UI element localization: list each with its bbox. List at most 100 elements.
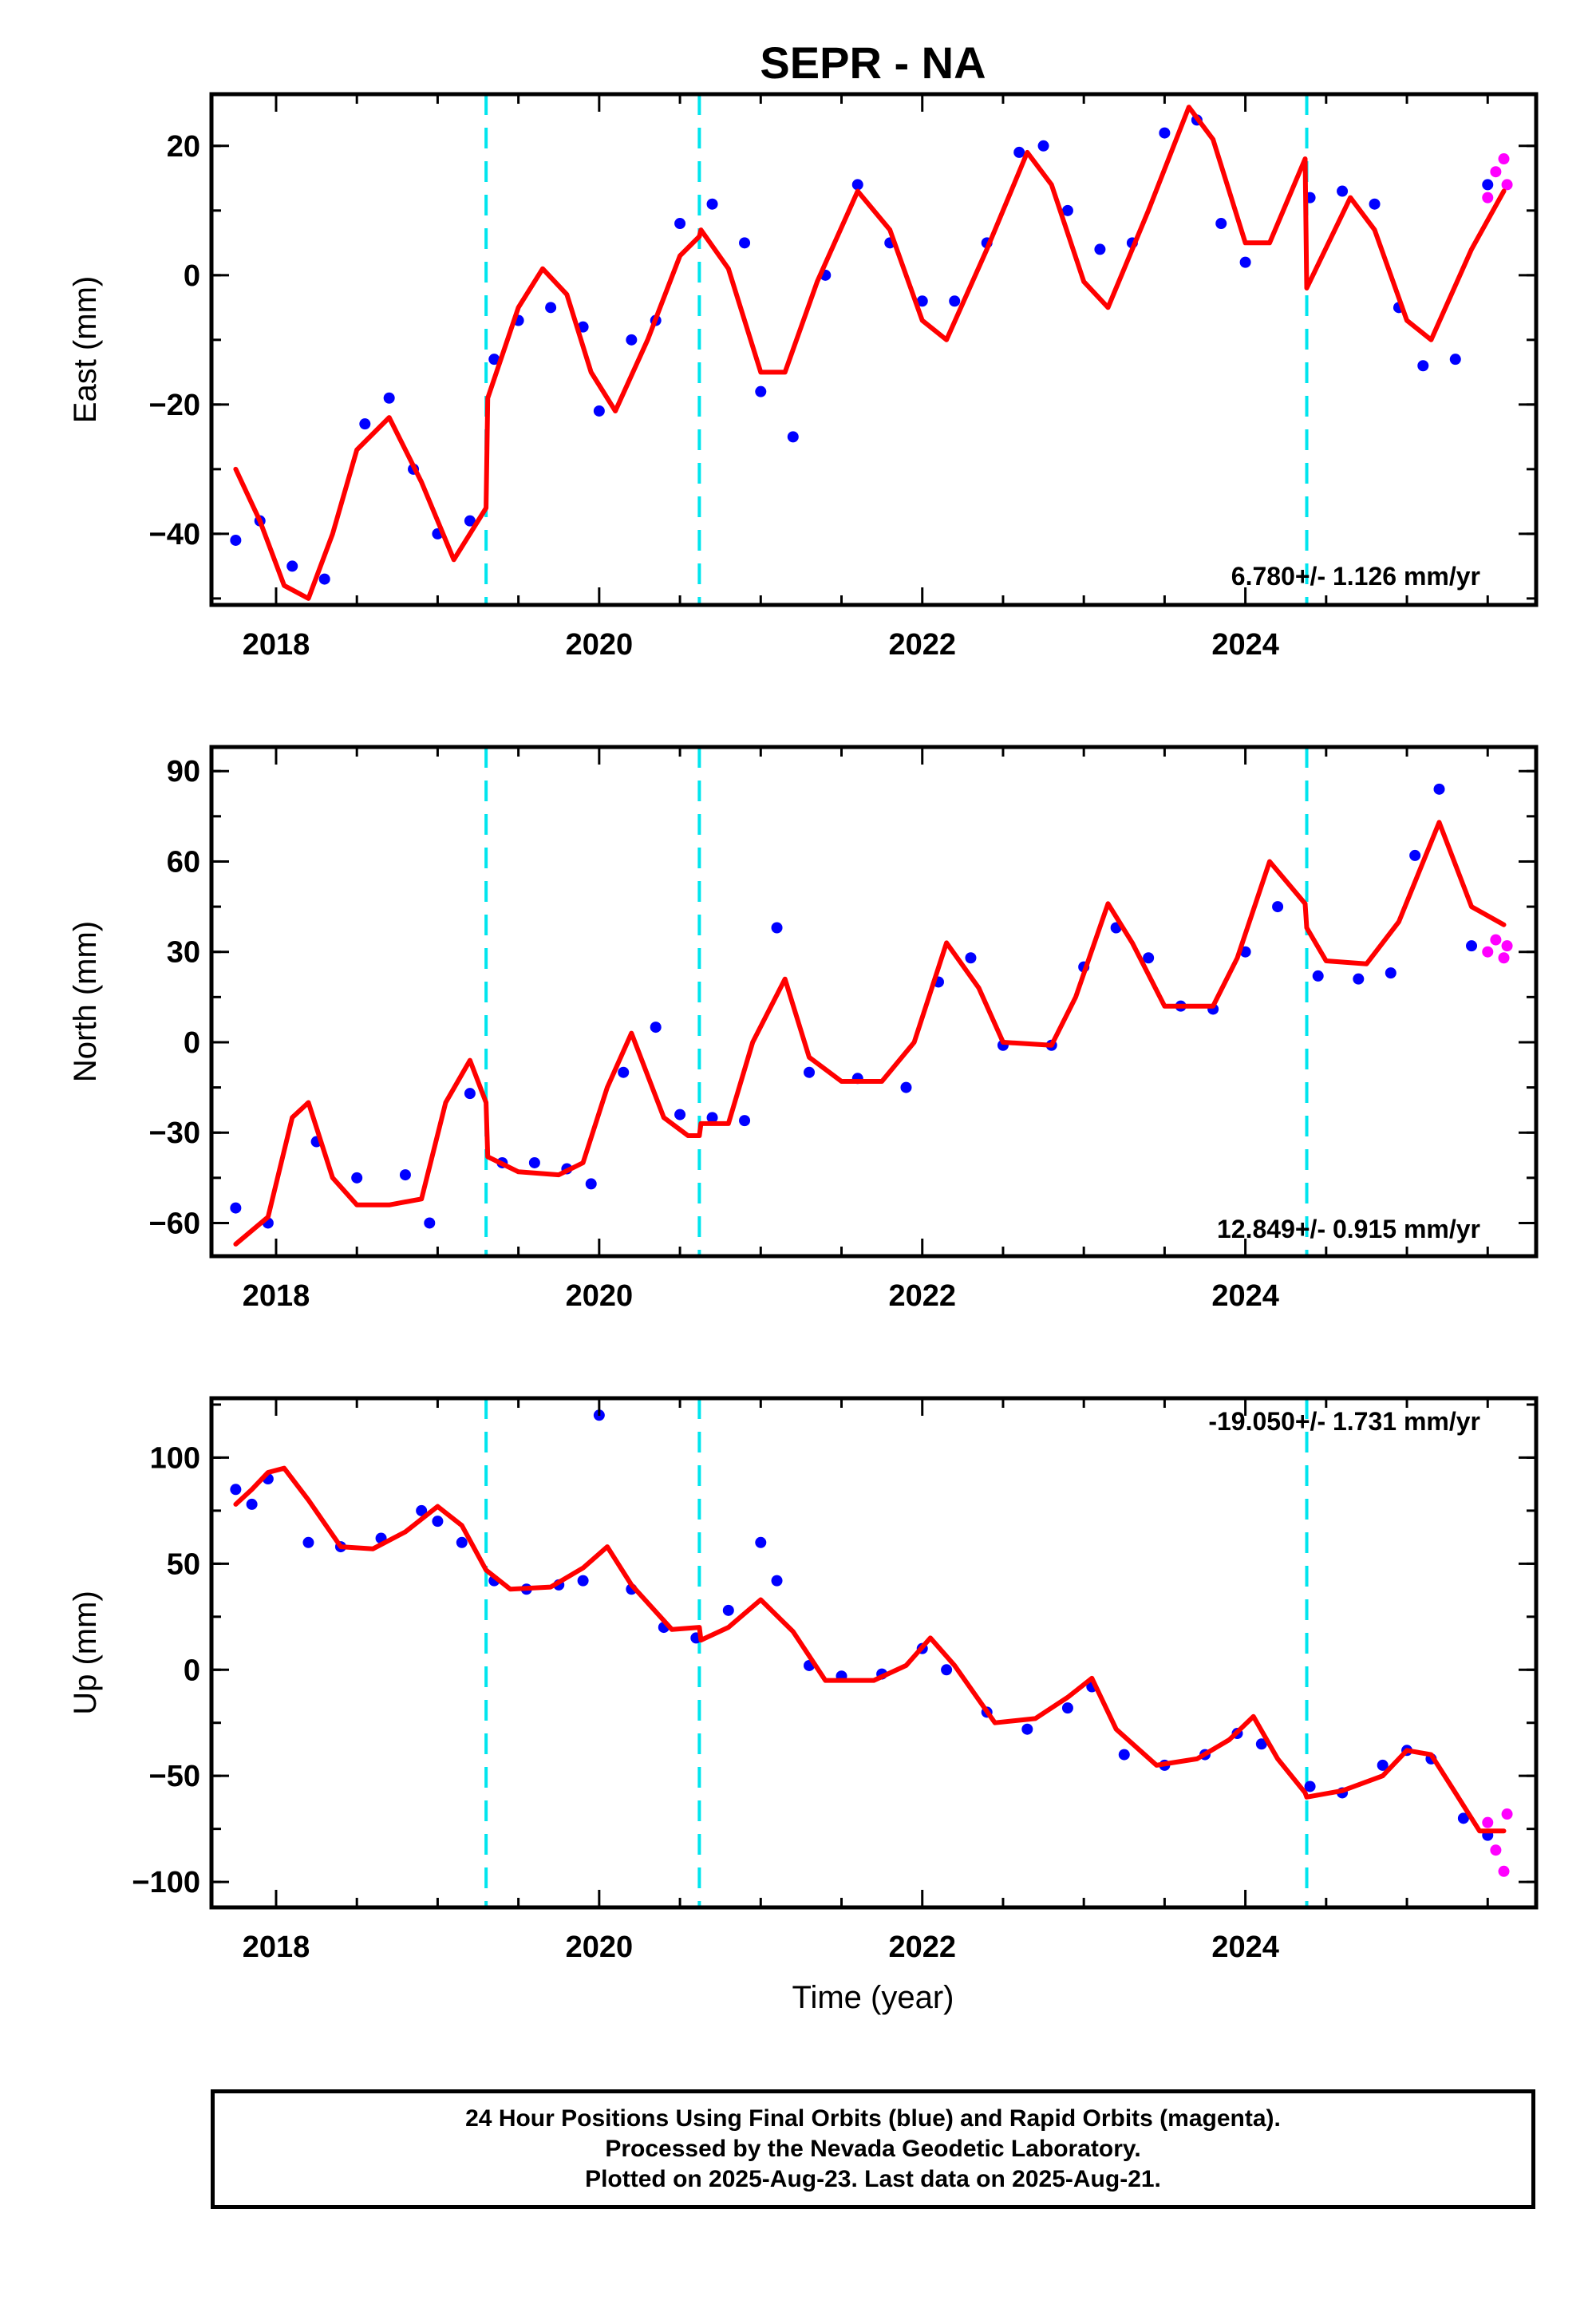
rapid-orbit-point xyxy=(1482,946,1494,958)
final-orbit-point xyxy=(577,1575,589,1587)
final-orbit-point xyxy=(1013,146,1025,158)
final-orbit-point xyxy=(1143,952,1155,964)
final-orbit-point xyxy=(626,334,638,346)
final-orbit-point xyxy=(488,354,500,366)
final-orbit-point xyxy=(1239,256,1251,268)
y-axis-label: North (mm) xyxy=(68,921,103,1082)
final-orbit-point xyxy=(399,1169,411,1181)
final-orbit-point xyxy=(1385,967,1396,979)
rapid-orbit-point xyxy=(1490,166,1502,178)
final-orbit-point xyxy=(593,405,605,417)
rapid-orbit-point xyxy=(1498,153,1510,165)
rapid-orbit-point xyxy=(1482,1816,1494,1828)
final-orbit-point xyxy=(1061,204,1073,216)
final-orbit-point xyxy=(1272,901,1284,913)
final-orbit-point xyxy=(755,1536,767,1548)
final-orbit-point xyxy=(1377,1759,1389,1771)
final-orbit-point xyxy=(1061,1702,1073,1714)
y-tick-label: −40 xyxy=(149,518,200,551)
rapid-orbit-point xyxy=(1490,934,1502,946)
final-orbit-point xyxy=(383,392,395,404)
footer-line-1: 24 Hour Positions Using Final Orbits (bl… xyxy=(465,2105,1281,2132)
final-orbit-point xyxy=(722,1604,734,1616)
final-orbit-point xyxy=(1369,198,1381,210)
final-orbit-point xyxy=(739,1115,751,1127)
final-orbit-point xyxy=(359,418,371,430)
final-orbit-point xyxy=(1094,243,1106,255)
x-tick-label: 2020 xyxy=(566,1279,634,1313)
rapid-orbit-point xyxy=(1490,1844,1502,1856)
final-orbit-point xyxy=(351,1172,363,1184)
figure-title: SEPR - NA xyxy=(760,38,986,88)
final-orbit-point xyxy=(916,295,928,307)
rapid-orbit-point xyxy=(1501,1808,1513,1820)
final-orbit-point xyxy=(585,1178,597,1190)
final-orbit-point xyxy=(900,1081,912,1093)
panels-group: 2018 2020 2022 2024 −40 −20 0 20 East (mm) 6.780+… xyxy=(68,92,1539,1964)
final-orbit-point xyxy=(464,515,476,527)
final-orbit-point xyxy=(949,295,961,307)
rapid-orbit-point xyxy=(1498,1865,1510,1877)
final-orbit-point xyxy=(674,218,686,230)
panel-up: 2018 2020 2022 2024 −100 −50 0 50 100 Up (mm) -19.… xyxy=(68,1396,1539,1964)
final-orbit-point xyxy=(1215,218,1227,230)
x-tick-label: 2024 xyxy=(1211,1931,1279,1964)
final-orbit-point xyxy=(1409,849,1421,861)
final-orbit-point xyxy=(771,922,783,934)
x-tick-label: 2024 xyxy=(1211,1279,1279,1313)
final-orbit-point xyxy=(432,1516,444,1528)
final-orbit-point xyxy=(302,1536,314,1548)
model-curve xyxy=(233,105,1507,601)
final-orbit-point xyxy=(1255,1738,1267,1750)
y-axis-label: Up (mm) xyxy=(68,1591,103,1715)
final-orbit-point xyxy=(416,1504,428,1516)
panel-frame xyxy=(209,745,1539,1259)
panel-east: 2018 2020 2022 2024 −40 −20 0 20 East (mm) 6.780+… xyxy=(68,92,1539,662)
y-tick-label: 0 xyxy=(184,1026,200,1060)
plot-area xyxy=(230,747,1513,1256)
plot-area xyxy=(230,94,1513,605)
final-orbit-point xyxy=(941,1664,953,1676)
y-tick-label: −50 xyxy=(149,1760,200,1793)
y-tick-label: −30 xyxy=(149,1117,200,1150)
final-orbit-point xyxy=(804,1066,816,1078)
final-orbit-point xyxy=(286,560,298,572)
final-orbit-point xyxy=(674,1109,686,1120)
x-tick-label: 2022 xyxy=(888,1279,956,1313)
velocity-annotation: 6.780+/- 1.126 mm/yr xyxy=(1231,562,1480,591)
y-tick-label: 20 xyxy=(167,130,200,164)
final-orbit-point xyxy=(1449,354,1461,366)
final-orbit-point xyxy=(650,1022,662,1034)
rapid-orbit-point xyxy=(1482,192,1494,204)
y-tick-label: 90 xyxy=(167,755,200,788)
final-orbit-point xyxy=(1037,140,1049,152)
final-orbit-point xyxy=(706,198,718,210)
x-tick-label: 2022 xyxy=(888,1931,956,1964)
y-tick-label: −20 xyxy=(149,389,200,422)
x-tick-label: 2020 xyxy=(566,628,634,662)
final-orbit-point xyxy=(1353,973,1365,985)
final-orbit-point xyxy=(318,573,330,585)
final-orbit-point xyxy=(424,1217,436,1229)
final-orbit-point xyxy=(230,1202,242,1214)
final-orbit-point xyxy=(1312,970,1324,982)
plot-area xyxy=(230,1398,1513,1907)
model-curve xyxy=(233,1465,1507,1834)
footer-box: 24 Hour Positions Using Final Orbits (bl… xyxy=(211,2089,1535,2209)
x-tick-label: 2024 xyxy=(1211,628,1279,662)
x-tick-label: 2018 xyxy=(243,628,310,662)
rapid-orbit-point xyxy=(1501,179,1513,191)
rapid-orbit-point xyxy=(1498,952,1510,964)
footer-line-3: Plotted on 2025-Aug-23. Last data on 202… xyxy=(585,2166,1161,2192)
final-orbit-point xyxy=(1118,1749,1130,1761)
y-tick-label: −100 xyxy=(132,1866,200,1899)
rapid-orbit-point xyxy=(1501,940,1513,952)
panel-north: 2018 2020 2022 2024 −60 −30 0 30 60 90 North (mm) 1… xyxy=(68,745,1539,1313)
final-orbit-point xyxy=(1417,360,1429,372)
x-tick-label: 2022 xyxy=(888,628,956,662)
final-orbit-point xyxy=(965,952,977,964)
final-orbit-point xyxy=(464,1088,476,1100)
final-orbit-point xyxy=(545,302,557,314)
final-orbit-point xyxy=(1482,179,1494,191)
